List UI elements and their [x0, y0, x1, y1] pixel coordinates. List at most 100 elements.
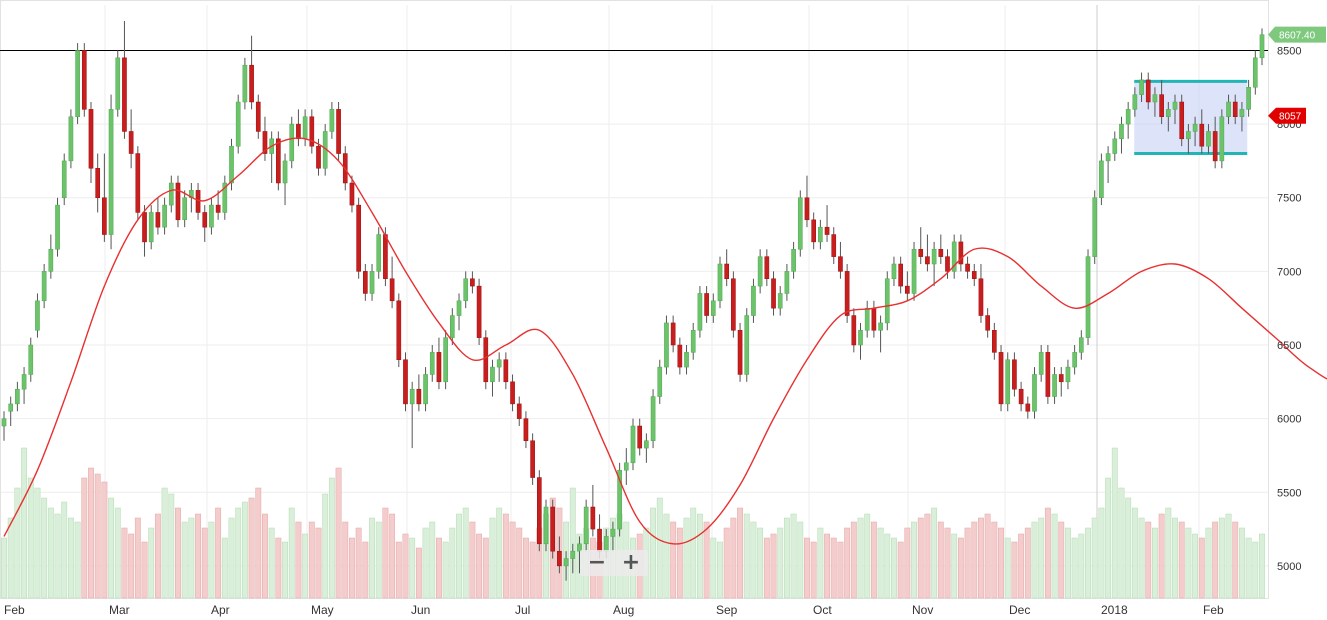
volume-bar — [790, 513, 797, 599]
x-tick-label: 2018 — [1101, 603, 1128, 617]
candle-body — [657, 366, 663, 397]
candle-body — [8, 403, 14, 412]
candle-body — [142, 212, 147, 243]
candle-body — [510, 381, 515, 405]
volume-bar — [188, 517, 195, 599]
candle-body — [737, 330, 743, 375]
volume-bar — [1238, 527, 1245, 599]
candle-body — [1112, 138, 1118, 154]
volume-bar — [181, 521, 188, 599]
candle-body — [409, 388, 415, 405]
volume-bar — [737, 507, 743, 599]
volume-bar — [395, 541, 402, 599]
candle-body — [543, 506, 549, 545]
candle-body — [249, 64, 254, 103]
volume-bar — [971, 521, 978, 599]
candle-body — [1159, 94, 1164, 117]
candle-body — [1139, 79, 1144, 95]
volume-bar — [1018, 533, 1025, 599]
volume-bar — [168, 493, 175, 599]
volume-bar — [476, 533, 483, 599]
candle-body — [389, 278, 395, 302]
x-tick-label: May — [311, 603, 334, 617]
volume-bar — [1165, 507, 1172, 599]
candle-body — [724, 263, 730, 279]
candle-body — [215, 204, 221, 213]
x-tick-label: Jul — [515, 603, 530, 617]
volume-bar — [770, 533, 777, 599]
volume-bar — [891, 537, 897, 599]
volume-bar — [61, 501, 68, 599]
candle-body — [831, 234, 837, 257]
volume-bar — [422, 527, 429, 599]
volume-bar — [201, 527, 208, 599]
candle-body — [1045, 352, 1051, 397]
volume-bar — [817, 527, 824, 599]
volume-bar — [743, 513, 750, 599]
volume-bar — [1058, 521, 1065, 599]
volume-bar — [175, 507, 181, 599]
volume-bar — [322, 493, 329, 599]
last-price-label: 8607.40 — [1279, 31, 1316, 42]
candle-body — [1058, 374, 1064, 383]
volume-bar — [235, 507, 242, 599]
volume-bar — [911, 521, 917, 599]
volume-bar — [804, 537, 810, 599]
candle-body — [677, 344, 683, 368]
candle-body — [1025, 403, 1031, 412]
candle-body — [349, 182, 355, 206]
candle-body — [985, 315, 990, 331]
volume-bar — [415, 547, 422, 599]
candle-body — [262, 131, 268, 154]
candle-body — [483, 337, 489, 383]
volume-bar — [114, 507, 121, 599]
candle-body — [1105, 153, 1111, 162]
candle-body — [590, 506, 596, 530]
candle-body — [791, 249, 796, 272]
zoom-out-button[interactable]: − — [587, 550, 607, 575]
volume-bar — [1098, 507, 1105, 599]
y-tick-label: 7500 — [1277, 193, 1301, 205]
volume-bar — [375, 521, 382, 599]
volume-bar — [228, 517, 235, 599]
volume-bar — [154, 513, 161, 599]
candle-body — [135, 153, 141, 213]
candle-body — [496, 359, 502, 368]
candle-body — [202, 212, 208, 228]
volume-bar — [1105, 477, 1112, 599]
volume-bar — [1192, 533, 1199, 599]
volume-bar — [355, 527, 362, 599]
candle-body — [336, 109, 341, 154]
candle-body — [710, 300, 716, 316]
candle-body — [744, 315, 750, 375]
zoom-in-button[interactable]: + — [621, 550, 641, 575]
candle-body — [1065, 366, 1071, 383]
volume-bar — [1078, 533, 1085, 599]
candle-body — [557, 550, 562, 567]
volume-bar — [696, 513, 703, 599]
candle-body — [28, 344, 34, 375]
candle-body — [603, 536, 609, 552]
candle-body — [891, 263, 897, 279]
volume-bar — [656, 497, 663, 599]
candle-body — [838, 256, 843, 272]
candle-body — [583, 506, 589, 545]
candle-body — [871, 307, 877, 331]
volume-bar — [349, 537, 355, 599]
volume-bar — [74, 521, 81, 599]
candle-body — [1099, 160, 1104, 198]
volume-bar — [870, 521, 877, 599]
candle-body — [670, 322, 676, 346]
volume-bar — [917, 517, 924, 599]
candle-body — [155, 212, 161, 228]
volume-bar — [496, 507, 503, 599]
candle-body — [1092, 197, 1098, 257]
candle-body — [697, 293, 703, 331]
volume-bar — [1138, 517, 1145, 599]
candle-body — [523, 418, 529, 441]
candle-body — [884, 278, 890, 324]
candle-body — [443, 337, 448, 383]
volume-bar — [482, 537, 489, 599]
